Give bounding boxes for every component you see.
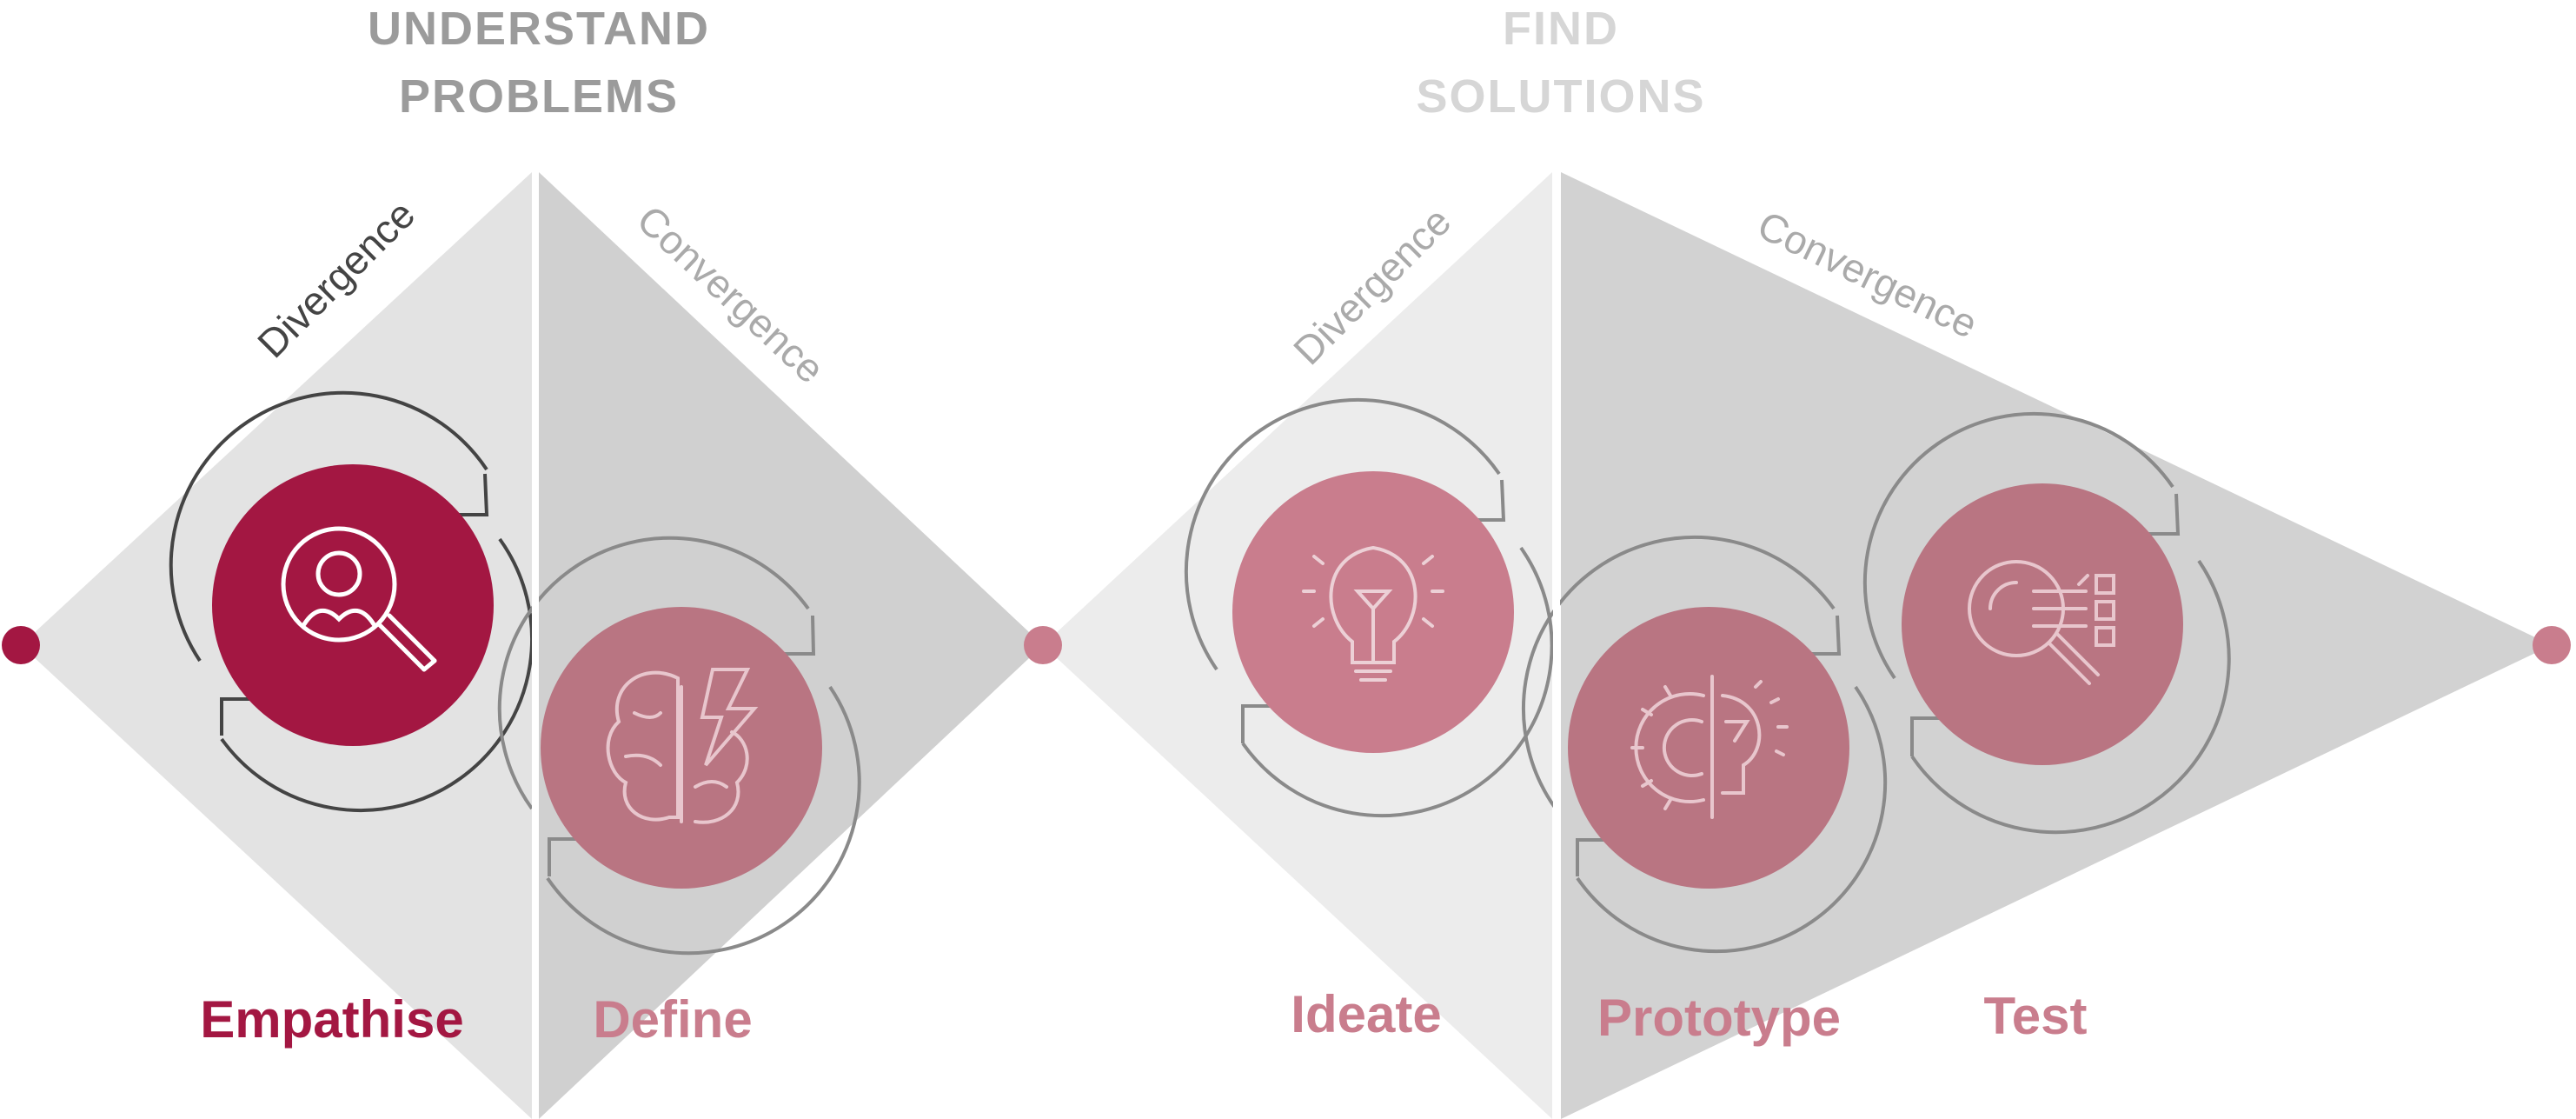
phase-title-find: FIND SOLUTIONS (1335, 0, 1787, 130)
step-prototype[interactable] (1522, 535, 1888, 954)
step-circle (212, 464, 494, 746)
step-ideate[interactable] (1184, 397, 1554, 818)
search-checklist-icon (1968, 560, 2115, 685)
step-circle (1568, 607, 1849, 889)
phase-title-line1: FIND (1503, 3, 1619, 55)
step-test[interactable] (1862, 411, 2231, 835)
search-person-icon (281, 526, 437, 672)
mid-point (1024, 626, 1062, 664)
phase-title-understand: UNDERSTAND PROBLEMS (313, 0, 765, 130)
step-label-ideate[interactable]: Ideate (1291, 985, 1442, 1043)
lightbulb-icon (1302, 545, 1444, 682)
end-point (2533, 626, 2571, 664)
step-label-test[interactable]: Test (1983, 987, 2088, 1045)
step-define[interactable] (497, 536, 861, 956)
step-label-prototype[interactable]: Prototype (1597, 989, 1842, 1047)
brain-bolt-icon (606, 668, 759, 824)
step-label-empathise[interactable]: Empathise (200, 990, 464, 1049)
gear-bulb-icon (1630, 675, 1789, 819)
phase-title-line2: PROBLEMS (398, 70, 680, 123)
start-point (2, 626, 40, 664)
cycle-arrow-icon (169, 390, 488, 663)
step-label-define[interactable]: Define (593, 990, 753, 1049)
step-empathise[interactable] (169, 390, 534, 813)
phase-title-line2: SOLUTIONS (1416, 70, 1706, 123)
phase-title-line1: UNDERSTAND (368, 3, 710, 55)
